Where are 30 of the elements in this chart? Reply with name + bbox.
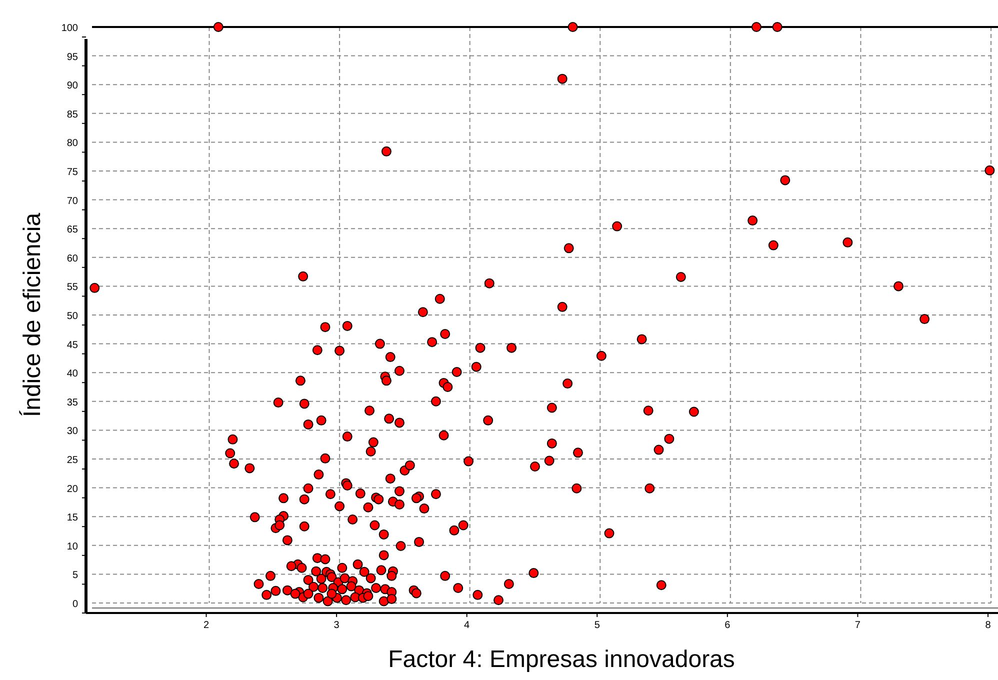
x-tick-label: 2 bbox=[203, 620, 210, 631]
y-tick-label: 50 bbox=[66, 311, 78, 322]
y-tick-label: 75 bbox=[66, 167, 78, 178]
y-tick-label: 60 bbox=[66, 253, 78, 264]
y-tick-label: 40 bbox=[66, 368, 78, 380]
y-tick-label: 25 bbox=[66, 455, 78, 466]
x-axis-title: Factor 4: Empresas innovadoras bbox=[388, 646, 735, 673]
y-tick-label: 65 bbox=[66, 224, 78, 236]
y-tick-label: 45 bbox=[66, 340, 78, 351]
y-tick-label: 0 bbox=[72, 599, 78, 610]
y-tick-label: 20 bbox=[66, 484, 78, 495]
y-tick-label: 95 bbox=[66, 52, 78, 63]
y-axis-title: Índice de eficiencia bbox=[19, 212, 46, 418]
y-tick-label: 80 bbox=[66, 138, 78, 150]
y-tick-label: 5 bbox=[72, 570, 78, 582]
x-tick-label: 5 bbox=[594, 620, 600, 631]
x-tick-label: 7 bbox=[854, 620, 861, 631]
x-tick-label: 4 bbox=[464, 620, 470, 631]
y-tick-label: 35 bbox=[66, 397, 78, 408]
y-tick-label: 85 bbox=[66, 109, 78, 120]
y-tick-label: 70 bbox=[66, 196, 78, 207]
y-tick-label: 55 bbox=[66, 282, 78, 294]
y-tick-label: 100 bbox=[61, 23, 78, 34]
x-tick-label: 8 bbox=[985, 620, 992, 631]
x-tick-label: 6 bbox=[724, 620, 731, 631]
y-tick-label: 15 bbox=[66, 512, 78, 524]
x-tick-label: 3 bbox=[334, 620, 340, 631]
y-tick-label: 30 bbox=[66, 426, 78, 438]
y-tick-label: 90 bbox=[66, 80, 78, 92]
y-tick-label: 10 bbox=[66, 541, 78, 552]
